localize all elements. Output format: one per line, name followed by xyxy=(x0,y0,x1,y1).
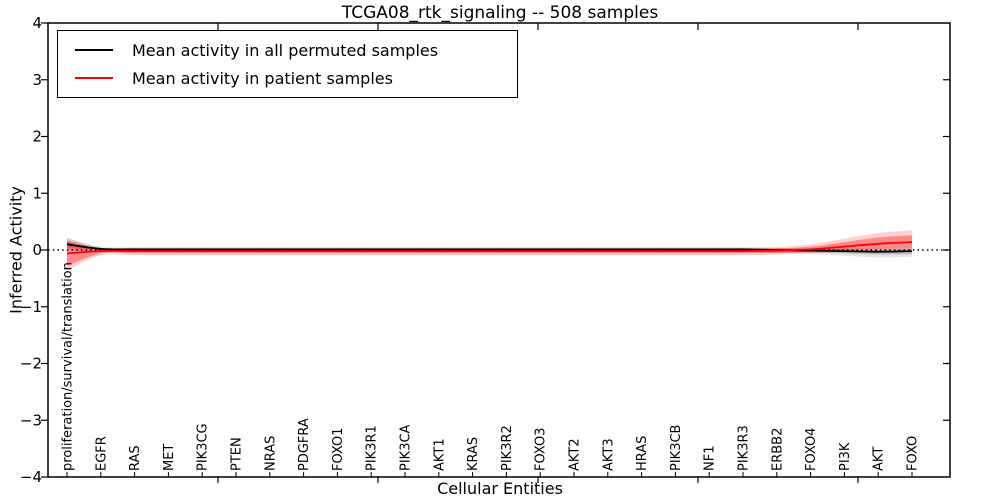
chart-title: TCGA08_rtk_signaling -- 508 samples xyxy=(341,3,659,23)
y-tick-label: −2 xyxy=(20,355,42,373)
x-tick-label: MET xyxy=(162,444,177,471)
x-tick-label: RAS xyxy=(128,445,143,471)
y-tick-label: 0 xyxy=(32,241,42,259)
x-tick-label: PIK3CA xyxy=(399,424,414,471)
legend-line-swatch-black xyxy=(75,49,113,51)
x-tick-label: FOXO xyxy=(906,436,921,471)
x-tick-label: AKT2 xyxy=(568,438,583,471)
legend-label-patient: Mean activity in patient samples xyxy=(132,68,393,88)
x-tick-label: PIK3CB xyxy=(669,425,684,471)
x-tick-label: PIK3R2 xyxy=(500,425,515,471)
x-tick-label: PIK3R1 xyxy=(365,425,380,471)
x-tick-label: ERBB2 xyxy=(770,428,785,471)
legend: Mean activity in all permuted samples Me… xyxy=(57,30,518,98)
x-tick-label: NF1 xyxy=(703,446,718,471)
x-tick-label: FOXO4 xyxy=(804,428,819,471)
x-tick-label: PIK3R3 xyxy=(737,425,752,471)
y-tick-label: 4 xyxy=(32,14,42,32)
y-tick-label: −4 xyxy=(20,468,42,486)
y-tick-label: 3 xyxy=(32,71,42,89)
x-tick-label: NRAS xyxy=(263,436,278,471)
series-band-outer-0 xyxy=(67,238,912,258)
y-tick-label: 1 xyxy=(32,184,42,202)
x-tick-label: FOXO1 xyxy=(331,428,346,471)
x-tick-label: FOXO3 xyxy=(534,428,549,471)
x-axis-label: Cellular Entities xyxy=(437,479,563,498)
y-axis-label: Inferred Activity xyxy=(6,186,26,314)
legend-label-permuted: Mean activity in all permuted samples xyxy=(132,40,439,60)
x-tick-label: AKT1 xyxy=(432,438,447,471)
legend-line-swatch-red xyxy=(75,77,113,79)
y-tick-label: 2 xyxy=(32,128,42,146)
x-tick-label: AKT3 xyxy=(601,438,616,471)
series-line-1 xyxy=(66,241,913,255)
y-tick-label: −1 xyxy=(20,298,42,316)
x-tick-label: EGFR xyxy=(94,436,109,471)
y-tick-label: −3 xyxy=(20,411,42,429)
x-tick-label: PI3K xyxy=(838,442,853,471)
x-tick-label: PTEN xyxy=(230,437,245,471)
legend-item-patient: Mean activity in patient samples xyxy=(58,69,517,88)
x-tick-label: PIK3CG xyxy=(196,423,211,471)
x-tick-label: AKT xyxy=(872,447,887,471)
x-tick-label: KRAS xyxy=(466,437,481,471)
x-tick-label: HRAS xyxy=(635,436,650,471)
x-tick-label: proliferation/survival/translation xyxy=(61,262,76,471)
x-tick-label: PDGFRA xyxy=(297,418,312,471)
legend-item-permuted: Mean activity in all permuted samples xyxy=(58,41,517,60)
